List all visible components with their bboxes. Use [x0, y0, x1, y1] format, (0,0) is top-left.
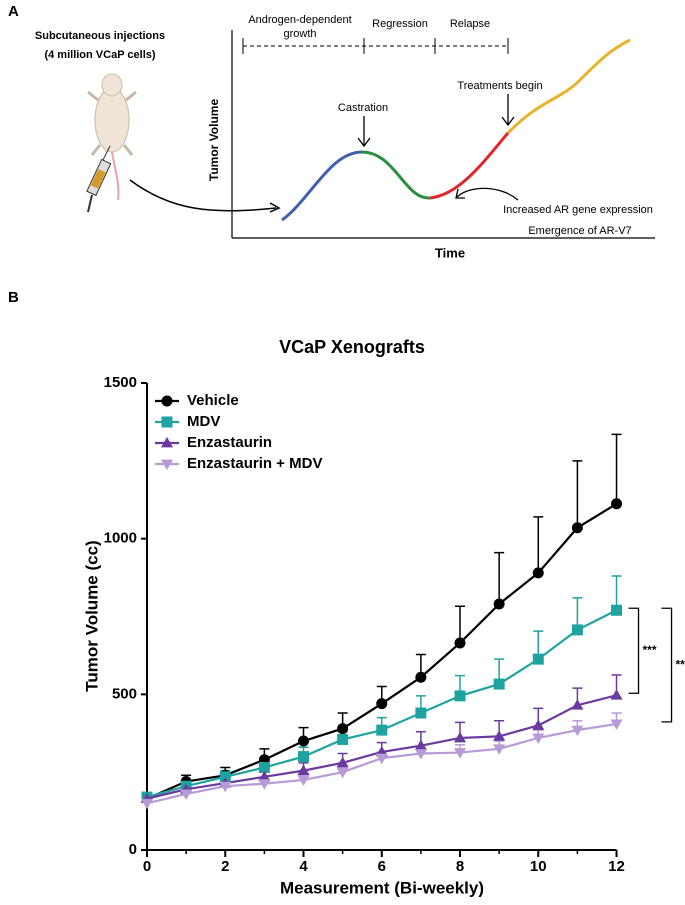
y-tick-label: 500 — [112, 685, 137, 702]
error-bar — [455, 605, 466, 643]
chart-title: VCaP Xenografts — [279, 337, 425, 357]
injection-title: Subcutaneous injections — [35, 30, 165, 42]
data-point — [453, 731, 467, 743]
data-point — [298, 751, 310, 763]
data-point — [258, 779, 271, 790]
legend-label: Enzastaurin — [187, 434, 272, 451]
data-point — [454, 690, 466, 702]
legend-marker — [160, 436, 174, 448]
event-arrow — [501, 94, 515, 127]
x-tick-label: 12 — [608, 858, 625, 875]
x-tick-label: 6 — [378, 858, 386, 875]
event-label: Treatments begin — [457, 80, 542, 92]
y-tick-label: 1500 — [104, 374, 137, 391]
panel-label: A — [8, 3, 19, 20]
data-point — [336, 767, 349, 779]
data-point — [571, 624, 583, 636]
error-bar — [494, 551, 505, 605]
data-point — [610, 689, 623, 700]
data-point — [140, 798, 154, 810]
arrow-head — [269, 202, 281, 213]
data-point — [493, 598, 505, 610]
data-point — [415, 707, 427, 719]
injection-detail: (4 million VCaP cells) — [44, 49, 155, 61]
legend-label: Vehicle — [187, 392, 239, 409]
line-chart: 0 500 1000 1500 0 2 4 6 8 10 12 Vehicle MDV Enzastaur… — [104, 374, 685, 875]
data-point — [532, 733, 545, 744]
data-point — [297, 764, 310, 776]
significance-label: *** — [676, 657, 685, 671]
note-label: Increased AR gene expression — [503, 204, 653, 216]
panel-label: B — [8, 289, 19, 306]
data-point — [493, 730, 506, 741]
data-point — [453, 748, 467, 759]
data-point — [376, 698, 388, 710]
phase-label: Regression — [372, 18, 428, 30]
legend-marker — [161, 395, 173, 407]
y-tick-label: 0 — [129, 841, 137, 858]
y-tick-label: 1000 — [104, 530, 137, 547]
note-label: Emergence of AR-V7 — [528, 225, 631, 237]
injection-arrow — [129, 179, 277, 212]
data-point — [258, 761, 270, 773]
phase-label: Androgen-dependent — [248, 14, 351, 26]
legend-marker — [160, 459, 174, 471]
data-point — [414, 739, 427, 751]
data-point — [180, 789, 193, 801]
data-point — [532, 719, 545, 730]
data-point — [375, 753, 388, 765]
y-axis-label: Tumor Volume — [207, 99, 221, 182]
tumor-curve — [281, 38, 631, 222]
error-bar — [611, 575, 622, 611]
legend-label: MDV — [187, 413, 220, 430]
significance-label: *** — [643, 643, 657, 657]
error-bar — [611, 433, 622, 504]
x-tick-label: 8 — [456, 858, 464, 875]
x-axis-label: Time — [435, 245, 465, 260]
x-tick-label: 4 — [299, 858, 308, 875]
data-point — [610, 719, 623, 730]
legend-label: Enzastaurin + MDV — [187, 455, 322, 472]
data-point — [297, 775, 310, 786]
x-tick-label: 0 — [143, 858, 151, 875]
data-point — [532, 567, 544, 579]
data-point — [415, 671, 427, 683]
error-bar — [572, 460, 583, 528]
x-axis-label: Measurement (Bi-weekly) — [280, 878, 484, 897]
data-point — [571, 699, 584, 710]
data-point — [454, 637, 466, 649]
data-point — [532, 653, 544, 665]
data-point — [493, 678, 505, 690]
data-point — [611, 604, 623, 616]
event-label: Castration — [338, 102, 388, 114]
data-point — [336, 756, 349, 768]
data-point — [298, 735, 310, 747]
data-point — [337, 733, 349, 745]
data-point — [611, 498, 623, 510]
data-point — [571, 522, 583, 534]
data-point — [219, 781, 232, 793]
data-point — [219, 771, 231, 783]
data-point — [571, 725, 584, 737]
phase-ticks — [242, 38, 509, 54]
phase-label: Relapse — [450, 18, 490, 30]
x-tick-label: 2 — [221, 858, 229, 875]
y-axis-label: Tumor Volume (cc) — [82, 540, 101, 691]
x-tick-label: 10 — [530, 858, 547, 875]
data-point — [414, 749, 427, 760]
data-point — [337, 723, 349, 735]
data-point — [375, 745, 388, 757]
significance-bracket — [628, 607, 640, 694]
data-point — [493, 744, 506, 755]
event-arrow — [357, 116, 371, 148]
significance-bracket — [661, 607, 673, 723]
mouse-illustration — [86, 73, 137, 213]
data-point — [258, 770, 271, 782]
error-bar — [533, 516, 544, 573]
phase-label: growth — [283, 28, 316, 40]
data-point — [376, 724, 388, 736]
legend-marker — [161, 416, 173, 428]
note-arrow — [455, 187, 519, 201]
